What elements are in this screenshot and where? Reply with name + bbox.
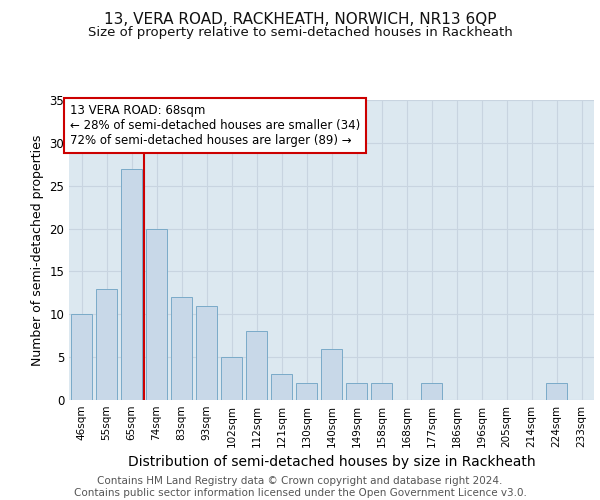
Bar (271, 374, 292, 400)
Bar (321, 348, 342, 400)
Bar (221, 357, 242, 400)
Bar (96, 288, 117, 400)
Text: Size of property relative to semi-detached houses in Rackheath: Size of property relative to semi-detach… (88, 26, 512, 39)
Bar (421, 383, 442, 400)
X-axis label: Distribution of semi-detached houses by size in Rackheath: Distribution of semi-detached houses by … (128, 456, 535, 469)
Text: Contains HM Land Registry data © Crown copyright and database right 2024.
Contai: Contains HM Land Registry data © Crown c… (74, 476, 526, 498)
Bar (371, 383, 392, 400)
Bar (121, 168, 142, 400)
Bar (246, 332, 267, 400)
Bar (171, 297, 192, 400)
Text: 13 VERA ROAD: 68sqm
← 28% of semi-detached houses are smaller (34)
72% of semi-d: 13 VERA ROAD: 68sqm ← 28% of semi-detach… (70, 104, 361, 148)
Bar (196, 306, 217, 400)
Bar (346, 383, 367, 400)
Y-axis label: Number of semi-detached properties: Number of semi-detached properties (31, 134, 44, 366)
Bar (71, 314, 92, 400)
Text: 13, VERA ROAD, RACKHEATH, NORWICH, NR13 6QP: 13, VERA ROAD, RACKHEATH, NORWICH, NR13 … (104, 12, 496, 28)
Bar (546, 383, 567, 400)
Bar (146, 228, 167, 400)
Bar (296, 383, 317, 400)
